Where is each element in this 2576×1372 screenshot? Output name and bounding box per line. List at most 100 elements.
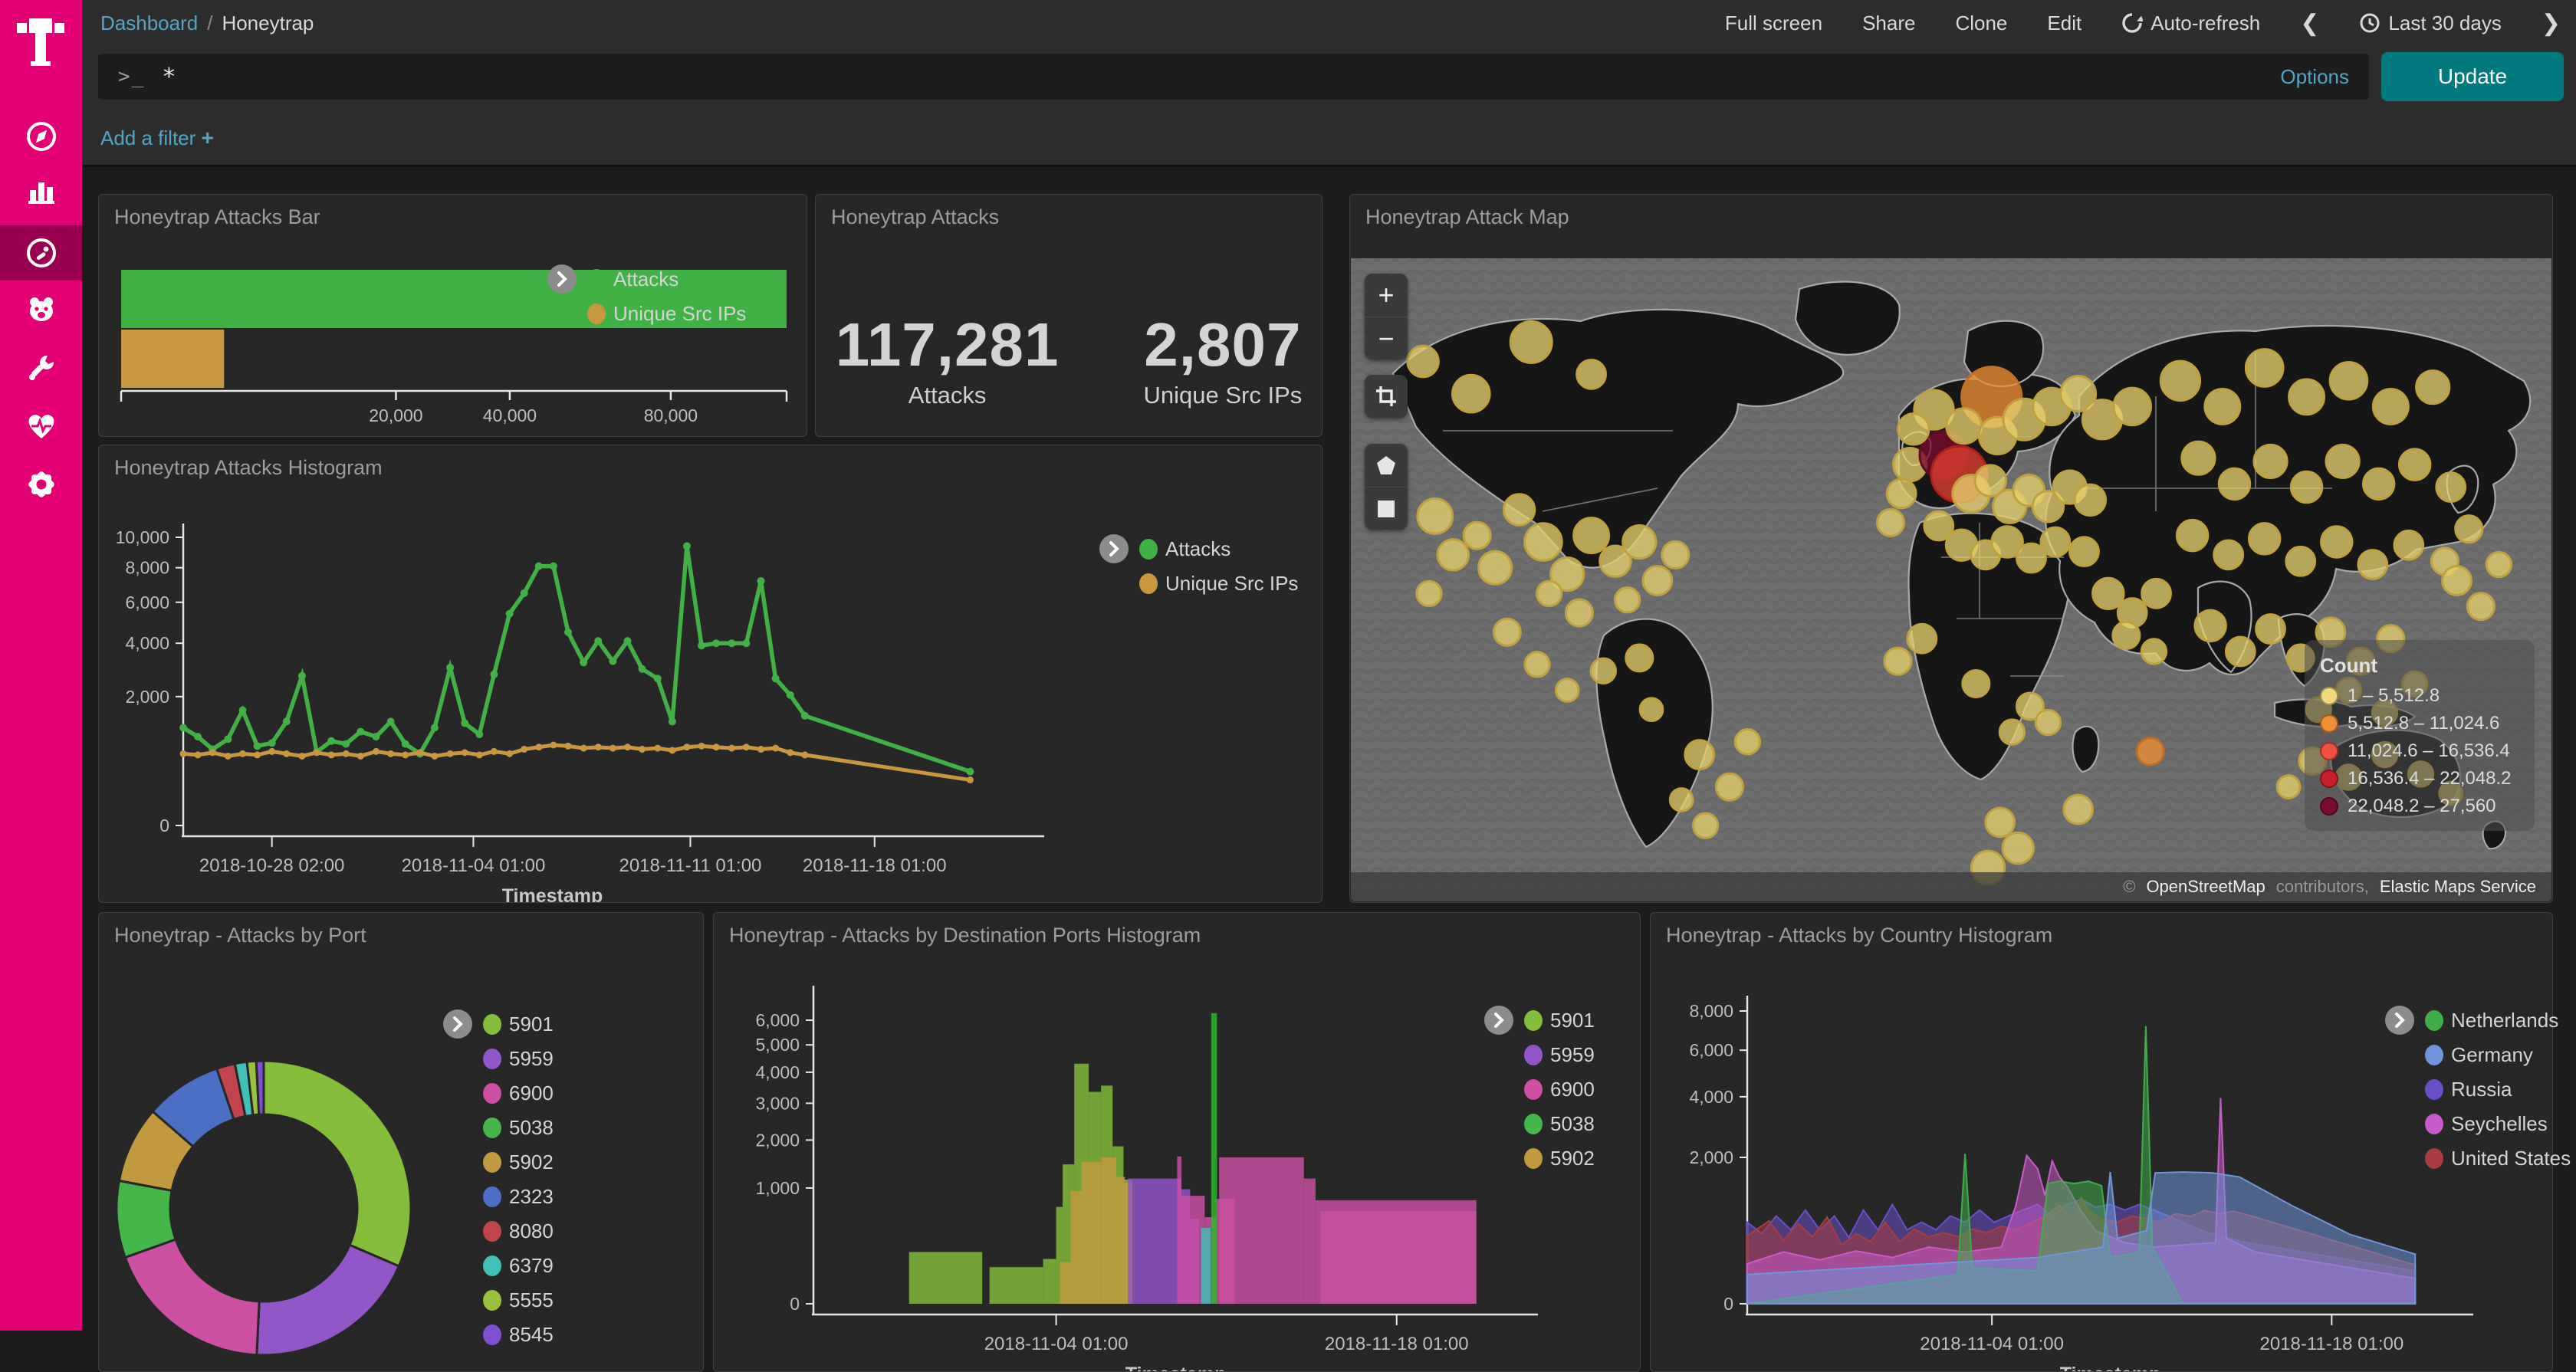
donut-slice-8545[interactable] [255, 1059, 265, 1116]
panel-attacks-metric: Honeytrap Attacks 117,281 Attacks 2,807 … [815, 194, 1322, 437]
svg-text:4,000: 4,000 [125, 633, 169, 653]
legend-item-5902[interactable]: 5902 [483, 1150, 554, 1174]
auto-refresh-button[interactable]: Auto-refresh [2121, 11, 2260, 35]
time-forward-arrow[interactable]: ❯ [2541, 10, 2561, 36]
legend-item-8080[interactable]: 8080 [483, 1219, 554, 1243]
map-legend-label: 16,536.4 – 22,048.2 [2348, 768, 2512, 789]
time-range-picker[interactable]: Last 30 days [2359, 11, 2502, 35]
legend-expand-button[interactable] [547, 264, 577, 294]
legend-color-dot [483, 1221, 501, 1242]
map-fit-control [1365, 375, 1408, 418]
chart-legend: 5901 5959 6900 5038 5902 [1484, 1006, 1595, 1170]
map-legend-dot [2320, 797, 2338, 816]
map-legend-label: 1 – 5,512.8 [2348, 685, 2440, 706]
chart-legend: Attacks Unique Src IPs [1099, 534, 1298, 596]
sidebar-item-management[interactable] [0, 457, 82, 512]
query-prompt-icon: >_ [118, 65, 146, 88]
breadcrumb-dashboard[interactable]: Dashboard [100, 11, 199, 34]
legend-item-5959[interactable]: 5959 [483, 1047, 554, 1071]
country-chart[interactable]: 0 2,000 4,000 6,000 8,000 2018-11-04 01:00 201… [1651, 913, 2552, 1371]
update-button[interactable]: Update [2381, 52, 2564, 101]
legend-item-8545[interactable]: 8545 [483, 1323, 554, 1347]
svg-text:3,000: 3,000 [755, 1093, 800, 1113]
legend-item-5038[interactable]: 5038 [483, 1116, 554, 1140]
sidebar-item-monitoring[interactable] [0, 399, 82, 454]
map-canvas[interactable]: + − Count 1 [1351, 258, 2551, 901]
legend-item-5038[interactable]: 5038 [1524, 1112, 1595, 1136]
legend-expand-button[interactable] [2385, 1006, 2414, 1035]
legend-item-seychelles[interactable]: Seychelles [2425, 1112, 2571, 1136]
legend-item-6900[interactable]: 6900 [1524, 1078, 1595, 1101]
legend-item-5901[interactable]: 5901 [1524, 1009, 1595, 1032]
legend-color-dot [1524, 1010, 1543, 1031]
share-button[interactable]: Share [1862, 11, 1916, 34]
draw-polygon-button[interactable] [1365, 444, 1408, 487]
query-bar: >_ Options Update [82, 46, 2576, 107]
sidebar-item-dev-tools[interactable] [0, 340, 82, 396]
legend-expand-button[interactable] [1099, 534, 1129, 563]
legend-color-dot [483, 1255, 501, 1276]
donut-slice-5901[interactable] [262, 1059, 412, 1268]
breadcrumb: Dashboard / Honeytrap [100, 11, 314, 35]
panel-title: Honeytrap Attacks Histogram [114, 456, 383, 479]
zoom-in-button[interactable]: + [1378, 279, 1395, 310]
osm-link[interactable]: OpenStreetMap [2141, 875, 2270, 898]
attacks-by-port-donut[interactable] [99, 913, 703, 1371]
legend-item-attacks[interactable]: Attacks [587, 268, 746, 291]
legend-items: 5901 5959 6900 5038 5902 2323 8080 6379 5555 8545 [483, 1013, 554, 1347]
legend-item-unique-src-ips[interactable]: Unique Src IPs [1139, 572, 1298, 596]
fullscreen-button[interactable]: Full screen [1724, 11, 1823, 34]
chart-legend: Attacks Unique Src IPs [547, 264, 746, 326]
breadcrumb-current: Honeytrap [222, 11, 314, 34]
svg-text:6,000: 6,000 [125, 592, 169, 612]
legend-item-germany[interactable]: Germany [2425, 1043, 2571, 1067]
map-legend-rows: 1 – 5,512.8 5,512.8 – 11,024.6 11,024.6 – … [2320, 685, 2519, 817]
legend-item-5901[interactable]: 5901 [483, 1013, 554, 1036]
legend-label: United States [2451, 1147, 2571, 1170]
clone-button[interactable]: Clone [1955, 11, 2008, 34]
zoom-out-button[interactable]: − [1365, 317, 1408, 359]
add-filter-link[interactable]: Add a filter + [100, 126, 214, 149]
legend-label: Attacks [613, 268, 679, 290]
legend-item-5959[interactable]: 5959 [1524, 1043, 1595, 1067]
svg-text:4,000: 4,000 [755, 1062, 800, 1082]
legend-item-5902[interactable]: 5902 [1524, 1147, 1595, 1170]
panel-attacks-by-port: Honeytrap - Attacks by Port 5901 5959 6900… [98, 912, 704, 1372]
legend-item-6900[interactable]: 6900 [483, 1082, 554, 1105]
map-legend-dot [2320, 714, 2338, 733]
time-back-arrow[interactable]: ❮ [2300, 10, 2320, 36]
legend-item-6379[interactable]: 6379 [483, 1254, 554, 1278]
svg-text:2018-11-18 01:00: 2018-11-18 01:00 [2259, 1334, 2404, 1354]
legend-expand-button[interactable] [443, 1009, 472, 1039]
legend-item-attacks[interactable]: Attacks [1139, 537, 1298, 561]
legend-label: 5901 [509, 1013, 554, 1036]
map-legend-item: 11,024.6 – 16,536.4 [2320, 740, 2519, 762]
edit-button[interactable]: Edit [2047, 11, 2082, 34]
legend-label: Russia [2451, 1078, 2512, 1101]
legend-item-5555[interactable]: 5555 [483, 1288, 554, 1312]
legend-item-2323[interactable]: 2323 [483, 1185, 554, 1209]
sidebar-item-discover[interactable] [0, 109, 82, 164]
fit-bounds-button[interactable] [1365, 375, 1408, 418]
legend-item-russia[interactable]: Russia [2425, 1078, 2571, 1101]
attacks-bar-chart[interactable]: 20,000 40,000 80,000 [99, 238, 807, 436]
legend-expand-button[interactable] [1484, 1006, 1513, 1035]
donut-slice-5959[interactable] [255, 1243, 401, 1357]
legend-item-unique-src-ips[interactable]: Unique Src IPs [587, 302, 746, 326]
t-mobile-logo[interactable] [11, 12, 71, 72]
legend-item-netherlands[interactable]: Netherlands [2425, 1009, 2571, 1032]
svg-text:5,000: 5,000 [755, 1035, 800, 1055]
attacks-histogram-chart[interactable]: 0 2,000 4,000 6,000 8,000 10,000 2018-10-28 02… [99, 445, 1322, 902]
search-input[interactable] [162, 63, 2266, 90]
heartbeat-icon [28, 415, 54, 438]
ems-link[interactable]: Elastic Maps Service [2374, 875, 2541, 898]
query-options-link[interactable]: Options [2280, 64, 2349, 88]
sidebar-item-dashboard[interactable] [0, 225, 82, 281]
sidebar-item-monitoring-app[interactable] [0, 282, 82, 337]
panel-title: Honeytrap Attacks Bar [114, 205, 320, 228]
sidebar-item-visualize[interactable] [0, 164, 82, 219]
legend-color-dot [2425, 1045, 2443, 1065]
donut-slice-6900[interactable] [123, 1238, 261, 1357]
legend-item-united-states[interactable]: United States [2425, 1147, 2571, 1170]
draw-rectangle-button[interactable] [1365, 487, 1408, 530]
